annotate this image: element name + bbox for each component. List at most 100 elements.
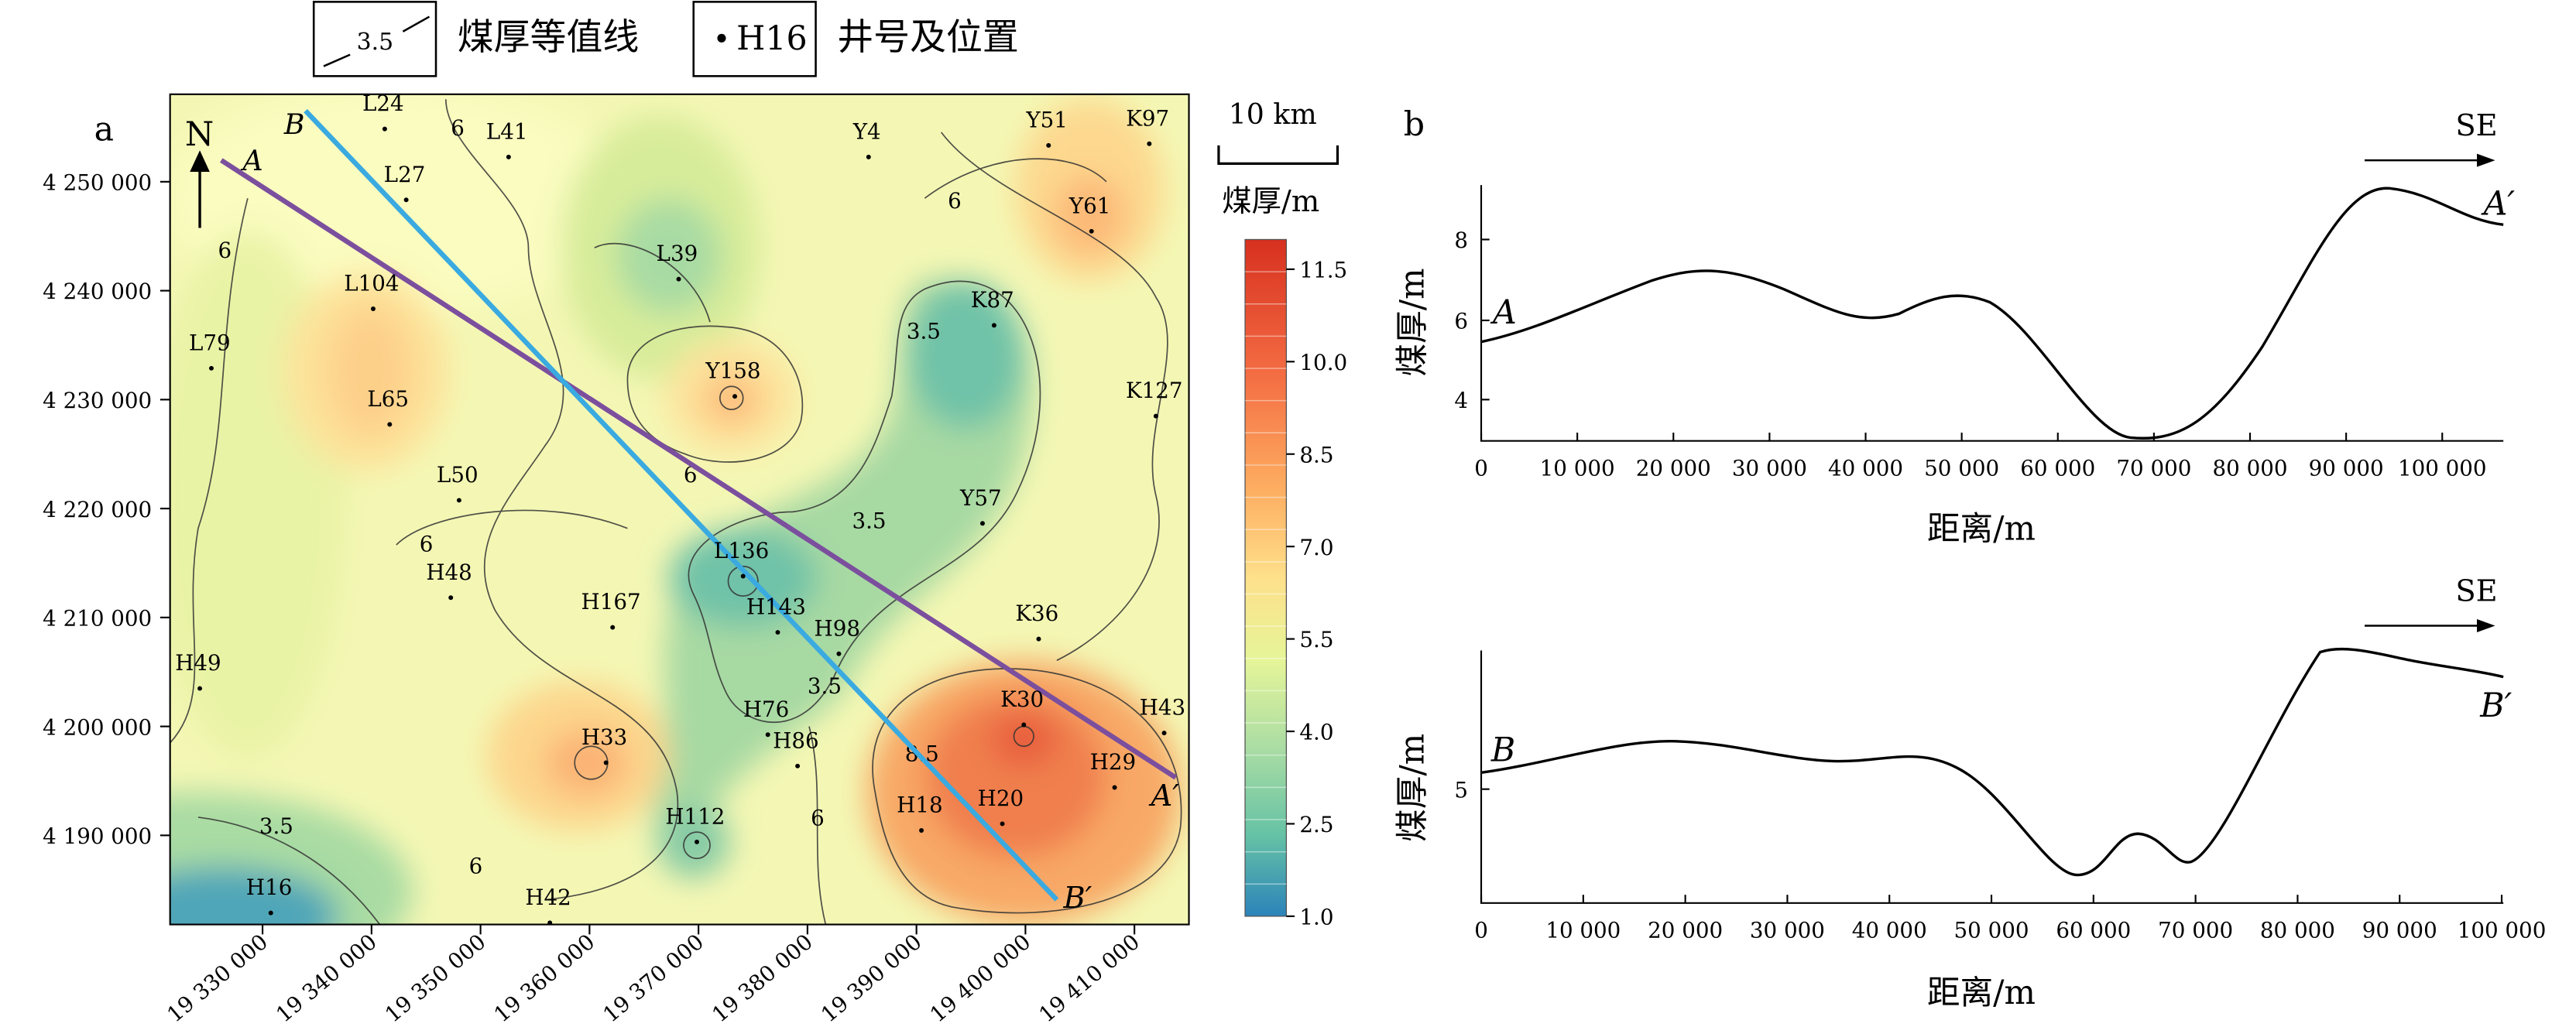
profile-x-tick-label: 90 000 — [2362, 918, 2437, 943]
profile-x-tick-label: 80 000 — [2260, 918, 2335, 943]
thickness-map — [170, 94, 1189, 925]
map-x-tick-label: 19 360 000 — [489, 929, 600, 1027]
well-label: H112 — [665, 803, 725, 829]
thick-zone-y61-core — [1053, 175, 1127, 255]
contour-line — [444, 99, 679, 901]
thin-zone-h16 — [170, 866, 339, 925]
colorbar: 11.5 10.0 8.5 7.0 5.5 4.0 2.5 1.0 — [1244, 238, 1347, 930]
profile-x-tick-label: 70 000 — [2116, 455, 2191, 481]
well-dot — [765, 732, 770, 738]
profile-x-tick-label: 100 000 — [2458, 918, 2547, 943]
well-dot — [371, 306, 376, 312]
well-dot — [836, 651, 842, 656]
section-b-end-label: B′ — [1062, 881, 1092, 916]
well-label: H29 — [1090, 749, 1136, 775]
contour-line — [924, 158, 1107, 199]
contour-label: 6 — [469, 853, 483, 878]
contour-line — [197, 816, 381, 925]
well-label: L24 — [362, 91, 404, 116]
contour-line — [683, 831, 711, 860]
well-label: Y61 — [1068, 193, 1111, 218]
contour-label: 6 — [218, 238, 232, 263]
well-dot — [1089, 228, 1094, 234]
well-label: H48 — [426, 560, 472, 585]
profile-a-x-ticks: 0 10 000 20 000 30 000 40 000 50 000 60 000 70 … — [1474, 432, 2487, 481]
north-arrow: N — [185, 115, 214, 228]
colorbar-tick-label: 2.5 — [1299, 812, 1333, 837]
map-y-tick-label: 4 250 000 — [43, 169, 152, 195]
well-label: Y158 — [705, 358, 760, 384]
profile-x-tick-label: 100 000 — [2398, 455, 2487, 481]
map-x-tick-label: 19 330 000 — [162, 929, 273, 1027]
profile-a-axes — [1480, 185, 2504, 442]
well-dot — [919, 827, 924, 833]
map-x-tick-label: 19 370 000 — [598, 929, 708, 1027]
colorbar-ticks: 11.5 10.0 8.5 7.0 5.5 4.0 2.5 1.0 — [1286, 258, 1347, 930]
well-label: H167 — [581, 589, 641, 614]
well-label: H86 — [773, 727, 818, 753]
well-legend-sample: H16 — [736, 19, 807, 58]
section-b-start-label: B — [283, 108, 305, 141]
contour-line — [594, 242, 711, 323]
map-y-tick-label: 4 190 000 — [43, 823, 152, 849]
profile-b-x-ticks: 0 10 000 20 000 30 000 40 000 50 000 60 000 70 … — [1474, 895, 2546, 943]
profile-x-tick-label: 50 000 — [1954, 918, 2029, 943]
contour-label: 3.5 — [808, 673, 842, 699]
contour-label: 6 — [420, 532, 434, 557]
well-legend-label: 井号及位置 — [837, 16, 1019, 59]
map-y-tick-label: 4 200 000 — [43, 714, 152, 740]
profile-y-tick-label: 8 — [1454, 228, 1468, 253]
well-dot — [403, 197, 409, 203]
well-label: L65 — [367, 386, 409, 412]
colorbar-tick-label: 10.0 — [1299, 350, 1347, 375]
contour-legend-line-icon — [323, 15, 430, 67]
well-dot — [456, 498, 461, 503]
well-dot — [866, 154, 871, 159]
map-x-tick-label: 19 380 000 — [707, 929, 818, 1027]
profile-b-curve — [1480, 647, 2504, 877]
profile-b: SE 5 0 10 000 20 000 30 000 40 000 50 000 60 0… — [1393, 574, 2546, 1012]
profile-y-tick-label: 6 — [1454, 309, 1468, 334]
well-dot — [382, 126, 387, 132]
well-label: H43 — [1140, 695, 1185, 721]
profile-a-curve — [1480, 187, 2504, 440]
contour-label: 3.5 — [259, 813, 293, 839]
well-label: K36 — [1015, 601, 1058, 626]
contour-line — [396, 509, 628, 546]
colorbar-tick-label: 4.0 — [1299, 720, 1333, 745]
scale-bar: 10 km — [1217, 98, 1339, 165]
colorbar-dividers — [1245, 271, 1287, 885]
well-label: H42 — [525, 885, 571, 910]
well-label: H33 — [581, 724, 627, 750]
contour-line — [170, 197, 249, 744]
well-legend-dot-icon — [717, 33, 726, 43]
profile-b-axes — [1480, 650, 2504, 904]
legend: 3.5 煤厚等值线 H16 井号及位置 — [312, 1, 1019, 77]
contour-line — [719, 385, 744, 410]
contour-line — [808, 726, 827, 925]
well-dot — [695, 839, 699, 844]
contour-legend-sample: 3.5 — [357, 29, 393, 56]
north-arrowhead-icon — [190, 150, 210, 173]
profile-x-tick-label: 30 000 — [1732, 455, 1807, 481]
profile-x-tick-label: 40 000 — [1852, 918, 1927, 943]
map-y-tick-label: 4 210 000 — [43, 606, 152, 632]
well-dot — [268, 910, 273, 916]
colorbar-tick-label: 5.5 — [1299, 627, 1333, 652]
profile-b-start-label: B — [1490, 731, 1515, 769]
profile-a-start-label: A — [1490, 293, 1517, 332]
well-label: L79 — [189, 330, 231, 355]
contour-legend-box — [312, 1, 437, 77]
well-dot — [1000, 821, 1005, 827]
well-label: L41 — [486, 118, 528, 144]
profile-y-tick-label: 4 — [1454, 388, 1468, 413]
map-y-tick-label: 4 240 000 — [43, 279, 152, 304]
thick-zone-y158-core — [701, 373, 762, 426]
profile-a-arrowhead-icon — [2477, 153, 2495, 167]
well-dot — [208, 365, 214, 371]
profile-x-tick-label: 20 000 — [1636, 455, 1711, 481]
thick-zone-k30 — [990, 713, 1057, 766]
profile-a-direction: SE — [2455, 108, 2497, 143]
profile-b-end-label: B′ — [2479, 686, 2512, 725]
